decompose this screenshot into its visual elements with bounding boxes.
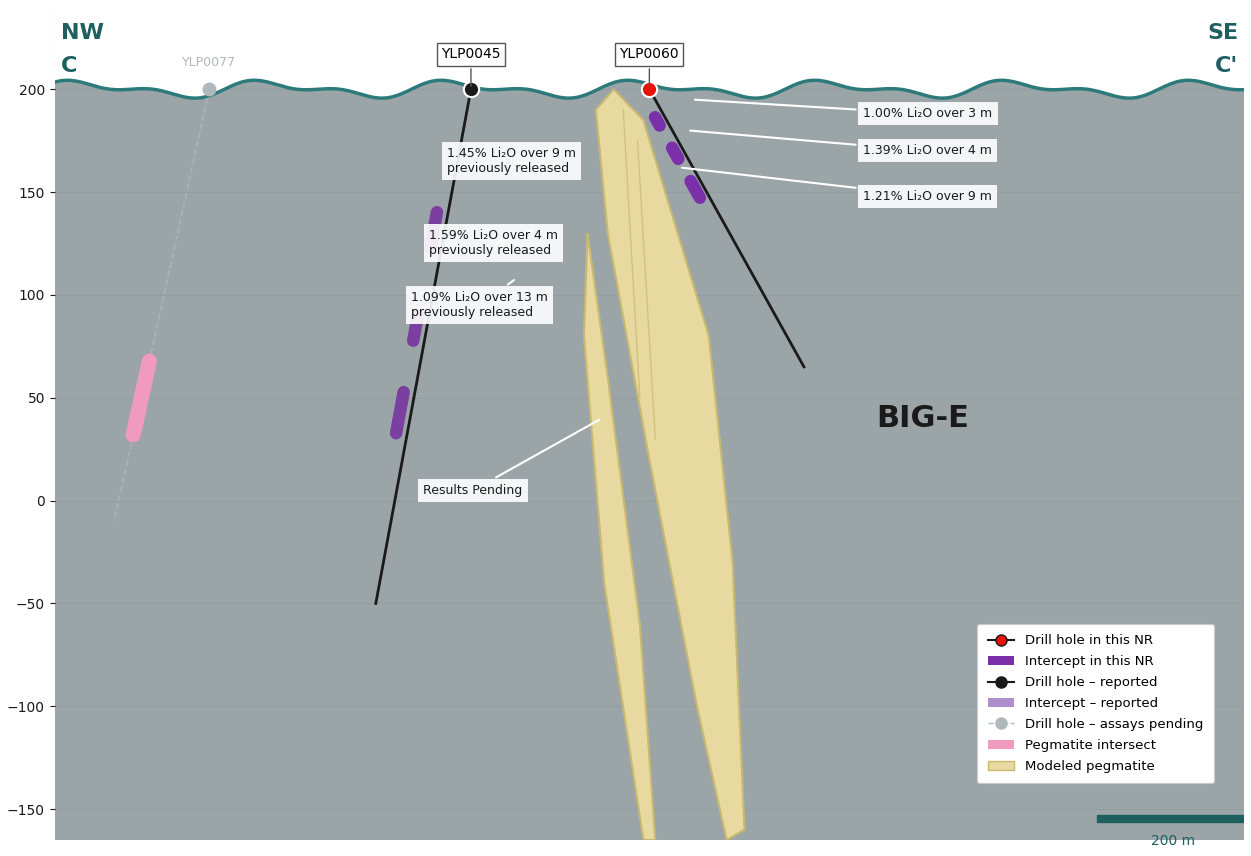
Text: YLP0060: YLP0060	[619, 47, 679, 86]
Text: SE: SE	[1207, 23, 1238, 44]
Text: 1.59% Li₂O over 4 m
previously released: 1.59% Li₂O over 4 m previously released	[429, 229, 558, 258]
Text: YLP0045: YLP0045	[442, 47, 500, 86]
Text: 200 m: 200 m	[1151, 834, 1195, 847]
Text: 1.39% Li₂O over 4 m: 1.39% Li₂O over 4 m	[691, 131, 992, 158]
Text: C': C'	[1215, 56, 1238, 76]
Text: 1.00% Li₂O over 3 m: 1.00% Li₂O over 3 m	[696, 99, 992, 121]
Polygon shape	[595, 89, 744, 840]
Legend: Drill hole in this NR, Intercept in this NR, Drill hole – reported, Intercept – : Drill hole in this NR, Intercept in this…	[977, 624, 1213, 783]
Text: Results Pending: Results Pending	[423, 419, 599, 496]
Text: YLP0077: YLP0077	[183, 56, 236, 68]
Text: 1.45% Li₂O over 9 m
previously released: 1.45% Li₂O over 9 m previously released	[447, 147, 577, 175]
Text: 1.21% Li₂O over 9 m: 1.21% Li₂O over 9 m	[682, 168, 992, 203]
Polygon shape	[584, 233, 656, 840]
Text: BIG-E: BIG-E	[877, 404, 970, 433]
Text: NW: NW	[60, 23, 104, 44]
Text: C: C	[60, 56, 78, 76]
Text: 1.09% Li₂O over 13 m
previously released: 1.09% Li₂O over 13 m previously released	[412, 280, 548, 319]
